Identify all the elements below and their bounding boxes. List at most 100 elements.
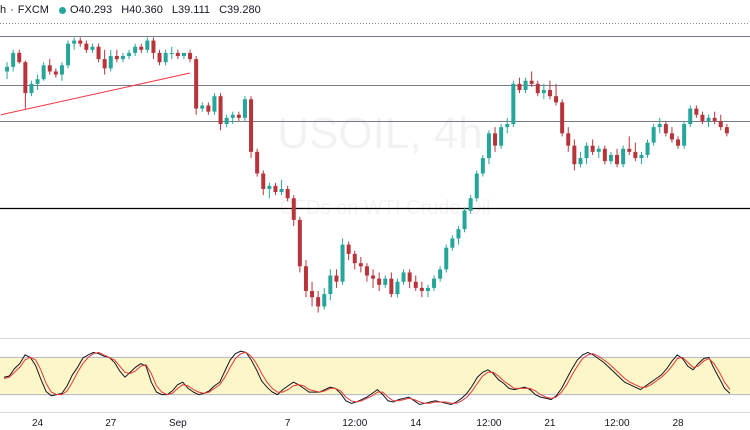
candle[interactable] (401, 269, 406, 285)
candle[interactable] (663, 120, 668, 137)
candle[interactable] (615, 148, 620, 168)
candle[interactable] (255, 148, 260, 177)
candle[interactable] (297, 216, 302, 273)
candle[interactable] (261, 170, 266, 196)
candle[interactable] (371, 269, 376, 288)
candle[interactable] (517, 77, 522, 94)
trendline-stroke[interactable] (0, 72, 191, 116)
candle[interactable] (389, 272, 394, 298)
candle[interactable] (554, 83, 559, 106)
candle[interactable] (66, 40, 71, 69)
candle[interactable] (578, 151, 583, 168)
candle[interactable] (395, 278, 400, 298)
candle[interactable] (133, 43, 138, 57)
candle[interactable] (694, 105, 699, 118)
candle[interactable] (157, 49, 162, 66)
candle[interactable] (90, 43, 95, 53)
trendline[interactable] (0, 72, 191, 116)
candle[interactable] (505, 117, 510, 134)
candle[interactable] (41, 62, 46, 81)
candle[interactable] (535, 80, 540, 97)
candle[interactable] (688, 105, 693, 128)
candle[interactable] (669, 127, 674, 143)
candle[interactable] (645, 139, 650, 159)
candle[interactable] (657, 117, 662, 134)
candle[interactable] (84, 40, 89, 53)
candle[interactable] (590, 139, 595, 155)
candle[interactable] (206, 102, 211, 115)
candle[interactable] (303, 260, 308, 298)
candle[interactable] (139, 43, 144, 53)
candle[interactable] (72, 37, 77, 50)
candle[interactable] (114, 49, 119, 63)
candle[interactable] (340, 238, 345, 285)
candle[interactable] (480, 154, 485, 177)
candle[interactable] (96, 43, 101, 63)
candle[interactable] (346, 241, 351, 261)
candle[interactable] (17, 49, 22, 64)
candle[interactable] (584, 142, 589, 165)
candle[interactable] (273, 182, 278, 196)
candle[interactable] (218, 93, 223, 131)
candle[interactable] (425, 284, 430, 298)
candle[interactable] (322, 287, 327, 310)
candle[interactable] (712, 111, 717, 125)
candle[interactable] (639, 151, 644, 165)
candle[interactable] (120, 52, 125, 63)
candle[interactable] (212, 93, 217, 115)
candle[interactable] (468, 195, 473, 214)
candle[interactable] (486, 130, 491, 165)
candle[interactable] (145, 37, 150, 53)
candle[interactable] (169, 46, 174, 60)
candle[interactable] (181, 52, 186, 60)
candle[interactable] (230, 111, 235, 125)
candle[interactable] (462, 207, 467, 233)
candle[interactable] (163, 49, 168, 66)
candle[interactable] (560, 99, 565, 137)
candle[interactable] (718, 114, 723, 131)
candle[interactable] (358, 256, 363, 273)
candle[interactable] (194, 56, 199, 115)
candle[interactable] (407, 269, 412, 288)
candle[interactable] (444, 244, 449, 273)
candle[interactable] (279, 179, 284, 196)
candle[interactable] (596, 145, 601, 159)
candle[interactable] (316, 290, 321, 313)
candle[interactable] (377, 272, 382, 291)
candle[interactable] (188, 49, 193, 63)
candle[interactable] (310, 281, 315, 307)
candle[interactable] (493, 127, 498, 152)
candle[interactable] (236, 111, 241, 121)
candle[interactable] (511, 80, 516, 128)
candle[interactable] (175, 49, 180, 60)
candles[interactable] (5, 37, 729, 313)
candle[interactable] (432, 275, 437, 291)
candle[interactable] (651, 124, 656, 146)
candle[interactable] (127, 49, 132, 60)
candle[interactable] (249, 96, 254, 159)
candle[interactable] (419, 281, 424, 298)
candle[interactable] (364, 263, 369, 282)
candle[interactable] (291, 195, 296, 227)
candle[interactable] (547, 80, 552, 100)
candle[interactable] (224, 114, 229, 128)
candle[interactable] (285, 185, 290, 202)
candle[interactable] (572, 139, 577, 171)
candle[interactable] (5, 62, 10, 80)
stochastic-d-line[interactable] (3, 351, 731, 404)
candle[interactable] (456, 226, 461, 245)
candle[interactable] (47, 59, 52, 75)
candle[interactable] (608, 151, 613, 165)
candle[interactable] (11, 49, 16, 72)
candle[interactable] (627, 136, 632, 155)
candle[interactable] (23, 60, 28, 109)
candle[interactable] (700, 111, 705, 125)
candle[interactable] (621, 145, 626, 168)
candle[interactable] (438, 266, 443, 282)
stochastic-k-line[interactable] (3, 350, 731, 406)
candle[interactable] (108, 49, 113, 72)
candle[interactable] (383, 275, 388, 288)
candle[interactable] (200, 102, 205, 112)
stochastic-pane[interactable] (0, 338, 750, 406)
candle[interactable] (676, 136, 681, 149)
